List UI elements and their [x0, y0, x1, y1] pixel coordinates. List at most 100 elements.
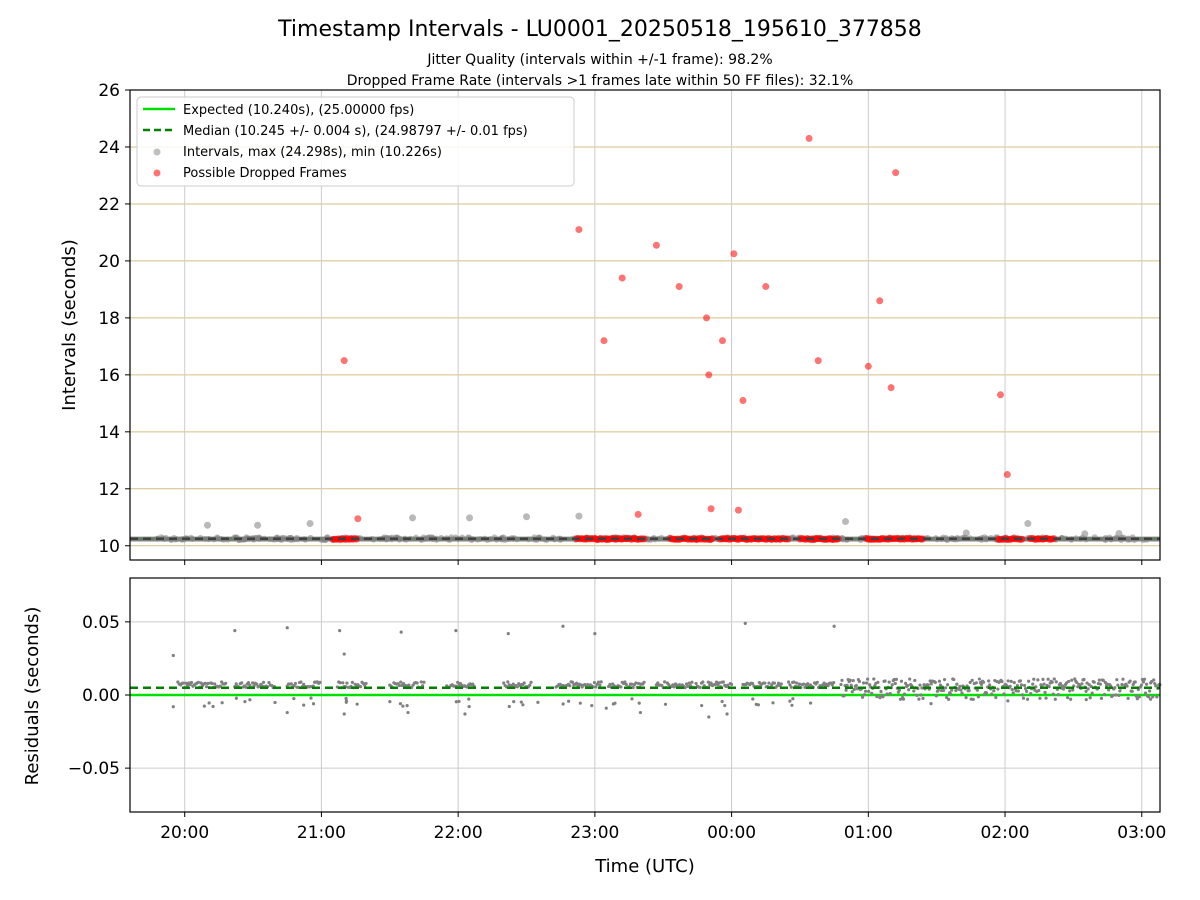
- interval-point: [658, 534, 665, 541]
- residual-point: [975, 688, 979, 692]
- residual-point: [1141, 680, 1146, 684]
- residual-point: [1115, 678, 1119, 682]
- residual-point: [634, 681, 638, 685]
- residual-point: [1067, 679, 1071, 684]
- residual-point: [721, 680, 725, 684]
- residual-point: [1070, 678, 1074, 682]
- residual-point: [851, 678, 855, 683]
- residual-point: [406, 710, 410, 715]
- x-tick-label: 00:00: [707, 823, 756, 843]
- residual-point: [1046, 677, 1050, 681]
- residual-point: [894, 677, 898, 681]
- residual-point: [342, 652, 346, 656]
- residual-point: [302, 703, 306, 707]
- residual-point: [1031, 682, 1035, 686]
- residual-point: [521, 703, 525, 707]
- residual-point: [915, 693, 919, 698]
- residual-point: [261, 680, 266, 684]
- residual-point: [1027, 679, 1031, 683]
- residual-point: [791, 697, 795, 701]
- residual-point: [879, 689, 883, 694]
- dropped-frame-point: [762, 283, 770, 291]
- residual-point: [511, 682, 515, 686]
- residual-point: [604, 706, 608, 710]
- chart-subtitle-jitter: Jitter Quality (intervals within +/-1 fr…: [426, 52, 772, 68]
- residual-point: [1069, 697, 1073, 701]
- residual-point: [686, 684, 690, 688]
- interval-point: [1115, 530, 1123, 538]
- residual-point: [422, 680, 426, 684]
- residual-point: [729, 682, 734, 686]
- residual-point: [350, 680, 355, 684]
- residual-point: [790, 703, 794, 707]
- residual-point: [936, 688, 940, 692]
- residual-point: [832, 680, 836, 685]
- interval-point: [842, 518, 850, 526]
- residual-point: [1107, 688, 1111, 692]
- residual-point: [822, 681, 826, 685]
- interval-point: [474, 536, 481, 543]
- bottom-y-axis-label: Residuals (seconds): [22, 607, 43, 786]
- top-y-axis-label: Intervals (seconds): [59, 239, 80, 411]
- residual-point: [1135, 697, 1139, 701]
- residual-point: [292, 696, 296, 701]
- dropped-frame-point: [876, 297, 884, 305]
- residual-point: [1154, 684, 1158, 688]
- interval-point: [203, 521, 211, 529]
- interval-point: [293, 534, 300, 541]
- residual-point: [234, 696, 238, 700]
- residual-point: [528, 683, 532, 687]
- residual-point: [296, 685, 300, 689]
- residual-point: [457, 699, 461, 704]
- residual-point: [267, 681, 271, 685]
- residual-point: [1032, 677, 1036, 681]
- residual-point: [967, 688, 971, 693]
- residual-point: [1000, 679, 1004, 684]
- residual-point: [994, 695, 998, 700]
- residual-point: [1054, 680, 1058, 684]
- dropped-frame-point: [703, 314, 711, 322]
- residual-point: [1034, 685, 1038, 689]
- bottom-y-tick-label: 0.00: [82, 686, 120, 706]
- residual-point: [709, 681, 713, 685]
- residual-point: [1022, 683, 1027, 688]
- residual-point: [1047, 685, 1051, 689]
- residual-point: [210, 681, 214, 685]
- residual-point: [687, 681, 691, 685]
- residual-point: [776, 681, 781, 685]
- dropped-frame-point: [600, 337, 608, 345]
- residual-point: [937, 679, 942, 683]
- residual-point: [211, 704, 215, 709]
- top-y-tick-label: 12: [98, 480, 120, 500]
- residual-point: [299, 680, 303, 684]
- residual-point: [1021, 696, 1026, 700]
- x-tick-label: 01:00: [844, 823, 893, 843]
- bottom-y-tick-label: 0.05: [82, 613, 120, 633]
- residual-point: [690, 680, 694, 684]
- residual-point: [797, 682, 802, 686]
- top-y-tick-label: 26: [98, 81, 120, 101]
- interval-point: [370, 536, 377, 543]
- residual-point: [189, 680, 194, 685]
- residual-point: [213, 682, 217, 686]
- interval-point: [266, 536, 273, 543]
- residual-point: [751, 697, 755, 701]
- residual-point: [1006, 699, 1010, 703]
- residual-point: [594, 685, 598, 689]
- residual-point: [206, 681, 210, 686]
- interval-point: [306, 520, 314, 528]
- interval-point: [254, 521, 262, 529]
- residual-point: [974, 681, 978, 685]
- dropped-frame-point: [634, 510, 642, 518]
- interval-point: [409, 514, 417, 522]
- residual-point: [839, 682, 843, 687]
- residual-point: [405, 704, 409, 708]
- residual-point: [285, 626, 289, 630]
- residual-point: [897, 688, 902, 692]
- residual-point: [1012, 681, 1016, 685]
- legend-intervals-label: Intervals, max (24.298s), min (10.226s): [183, 145, 442, 160]
- residual-point: [1038, 696, 1042, 700]
- dropped-frame-point: [705, 371, 713, 379]
- residual-point: [345, 681, 349, 685]
- residual-point: [954, 688, 958, 693]
